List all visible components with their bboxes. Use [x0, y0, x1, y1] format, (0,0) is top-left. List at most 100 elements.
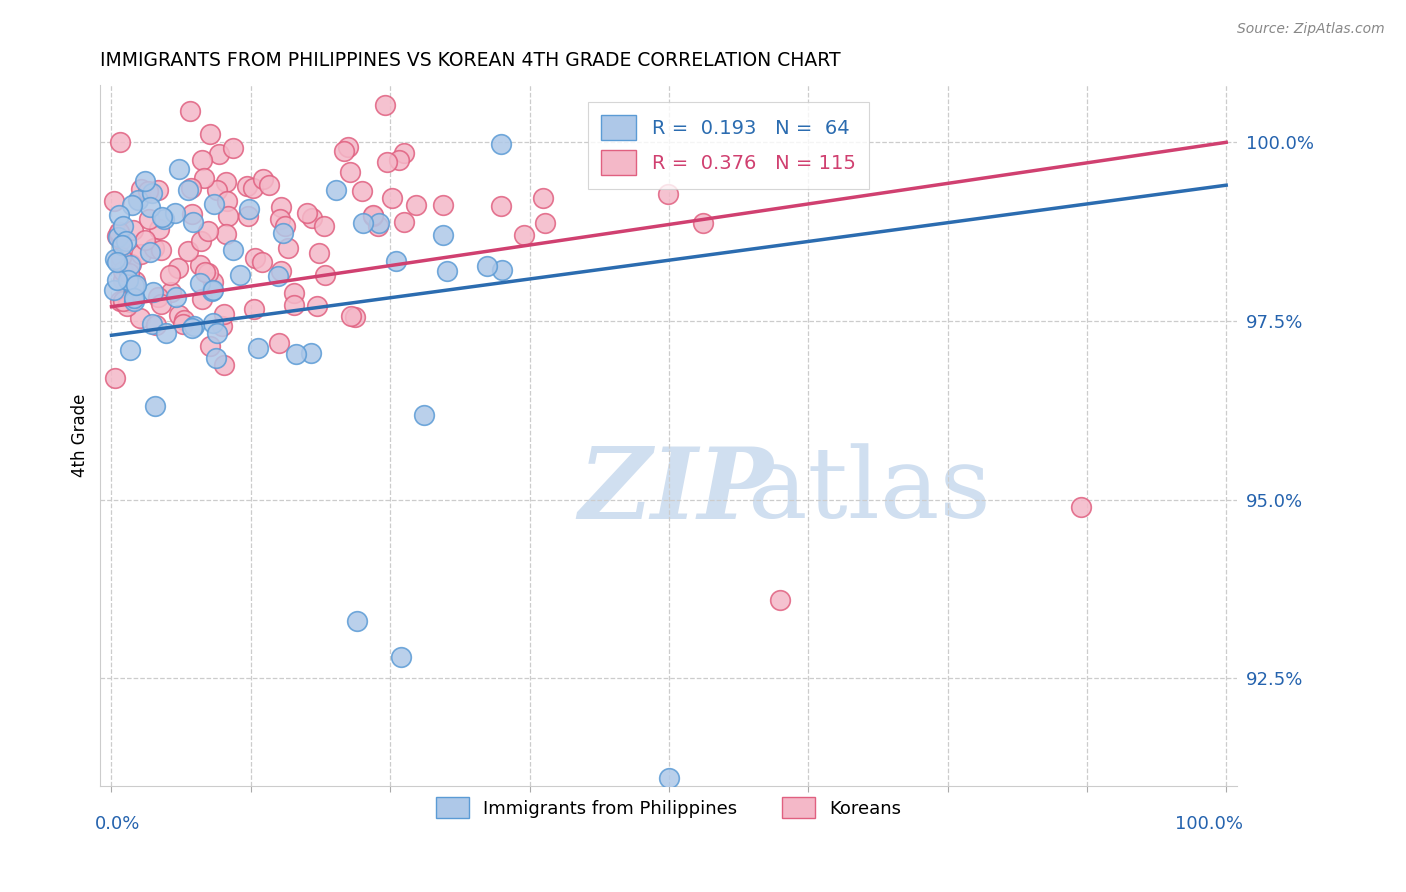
Point [352, 184, 374, 198]
Point [110, 255, 132, 269]
Point [105, 254, 128, 268]
Point [139, 245, 162, 260]
Point [284, 346, 307, 360]
Point [217, 194, 239, 208]
Point [166, 261, 188, 276]
Point [197, 266, 219, 280]
Point [432, 227, 454, 242]
Point [436, 264, 458, 278]
Point [177, 244, 200, 258]
Point [120, 294, 142, 309]
Text: 100.0%: 100.0% [1175, 815, 1243, 833]
Point [129, 247, 152, 261]
Point [159, 285, 181, 299]
Point [110, 293, 132, 308]
Point [117, 266, 139, 280]
Point [148, 222, 170, 236]
Text: ZIP: ZIP [578, 443, 773, 540]
Point [145, 318, 167, 332]
Point [301, 211, 323, 225]
Point [124, 274, 146, 288]
Point [110, 250, 132, 264]
Point [117, 272, 139, 286]
Point [259, 178, 281, 193]
Point [307, 299, 329, 313]
Point [336, 140, 359, 154]
Point [173, 312, 195, 326]
Point [148, 183, 170, 197]
Point [270, 200, 292, 214]
Point [115, 235, 138, 249]
Point [201, 275, 224, 289]
Point [295, 206, 318, 220]
Point [489, 199, 512, 213]
Text: Source: ZipAtlas.com: Source: ZipAtlas.com [1237, 22, 1385, 37]
Point [211, 319, 233, 334]
Point [208, 146, 231, 161]
Point [111, 219, 134, 233]
Point [312, 219, 335, 233]
Point [159, 268, 181, 283]
Point [238, 209, 260, 223]
Point [374, 98, 396, 112]
Point [194, 265, 217, 279]
Point [222, 141, 245, 155]
Point [200, 284, 222, 298]
Point [107, 227, 129, 242]
Point [221, 243, 243, 257]
Point [339, 164, 361, 178]
Point [127, 193, 149, 207]
Legend: Immigrants from Philippines, Koreans: Immigrants from Philippines, Koreans [429, 790, 908, 826]
Point [121, 197, 143, 211]
Point [389, 649, 412, 664]
Point [375, 154, 398, 169]
Point [274, 219, 297, 233]
Point [283, 285, 305, 300]
Point [155, 326, 177, 340]
Point [111, 238, 134, 252]
Point [183, 215, 205, 229]
Point [108, 135, 131, 149]
Point [122, 278, 145, 293]
Point [190, 234, 212, 248]
Point [172, 317, 194, 331]
Point [169, 161, 191, 176]
Point [198, 339, 221, 353]
Point [242, 181, 264, 195]
Point [129, 310, 152, 325]
Point [124, 291, 146, 305]
Point [202, 284, 225, 298]
Point [176, 183, 198, 197]
Point [193, 170, 215, 185]
Point [657, 186, 679, 201]
Point [141, 317, 163, 331]
Point [188, 276, 211, 290]
Point [142, 285, 165, 299]
Point [107, 230, 129, 244]
Point [191, 153, 214, 167]
Point [388, 153, 411, 167]
Point [202, 197, 225, 211]
Point [346, 614, 368, 628]
Point [150, 297, 173, 311]
Point [145, 399, 167, 413]
Point [129, 181, 152, 195]
Point [533, 216, 555, 230]
Point [513, 228, 536, 243]
Point [692, 216, 714, 230]
Point [405, 198, 427, 212]
Point [179, 103, 201, 118]
Point [121, 292, 143, 306]
Point [167, 308, 190, 322]
Point [325, 183, 347, 197]
Point [214, 227, 236, 241]
Point [314, 268, 336, 282]
Point [269, 212, 291, 227]
Point [120, 343, 142, 357]
Point [180, 181, 202, 195]
Point [153, 211, 176, 226]
Point [252, 171, 274, 186]
Point [104, 371, 127, 385]
Point [143, 241, 166, 255]
Point [191, 292, 214, 306]
